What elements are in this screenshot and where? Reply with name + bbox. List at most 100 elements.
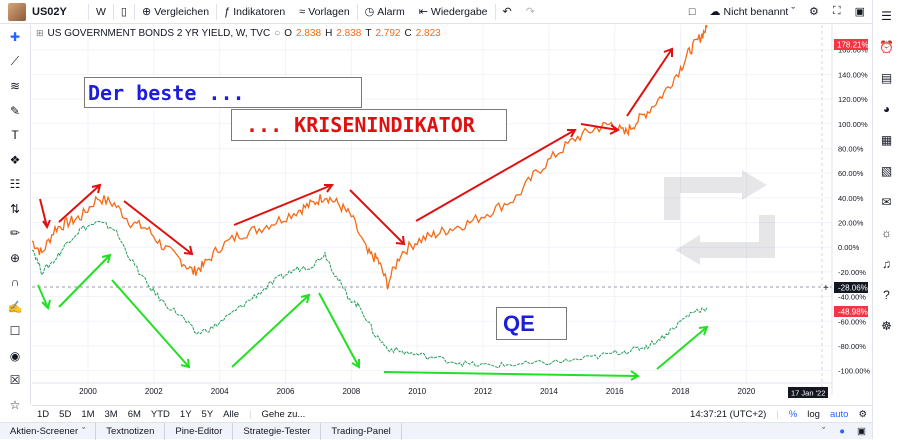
tab-stock-screener[interactable]: Aktien-Screener ˇ: [0, 422, 97, 440]
tab-strategy-tester[interactable]: Strategie-Tester: [233, 422, 322, 440]
red-arrow: [349, 189, 405, 245]
calendar-button[interactable]: ▦: [873, 124, 900, 155]
trendline-tool[interactable]: ⟋: [0, 50, 30, 75]
log-toggle[interactable]: log: [807, 408, 820, 420]
tab-label: Strategie-Tester: [243, 425, 311, 437]
range-3m[interactable]: 3M: [104, 408, 118, 420]
range-ytd[interactable]: YTD: [150, 408, 170, 420]
undo-button[interactable]: ↶: [496, 0, 519, 24]
green-arrow-head: [180, 358, 191, 369]
clock-timezone[interactable]: 14:37:21 (UTC+2): [690, 408, 767, 420]
bug-button[interactable]: ☸: [873, 310, 900, 341]
annotation-krisenindikator[interactable]: ... KRISENINDIKATOR: [231, 109, 507, 141]
range-all[interactable]: Alle: [223, 408, 240, 420]
notifications-button[interactable]: ♫: [873, 248, 900, 279]
hotlist-button[interactable]: ◕: [873, 93, 900, 124]
gear-icon: ⚙: [858, 408, 867, 420]
alerts-panel-button[interactable]: ⏰: [873, 31, 900, 62]
auto-toggle[interactable]: auto: [829, 408, 849, 420]
range-1y[interactable]: 1Y: [179, 408, 192, 420]
ideas-icon: ☼: [881, 225, 892, 240]
y-tick-label: 140.00%: [838, 70, 868, 79]
series-line-secondary[interactable]: [32, 220, 708, 369]
brush-tool[interactable]: ✎: [0, 99, 30, 124]
legend-open-label: O: [284, 28, 293, 39]
fib-tool[interactable]: ≋: [0, 74, 30, 99]
data-window-icon: ▤: [880, 70, 893, 85]
percent-toggle[interactable]: %: [788, 408, 798, 420]
tab-text-notes[interactable]: Textnotizen: [96, 422, 166, 440]
prediction-tool[interactable]: ☷: [0, 172, 30, 197]
range-5y[interactable]: 5Y: [201, 408, 214, 420]
delete-tool[interactable]: ☒: [0, 368, 30, 393]
annotation-qe[interactable]: QE: [496, 307, 567, 340]
range-6m[interactable]: 6M: [127, 408, 141, 420]
cloud-save-button[interactable]: ☁ Nicht benannt ˇ: [703, 0, 802, 24]
favorites-tool[interactable]: ☆: [0, 393, 30, 418]
icon-tool[interactable]: ⇅: [0, 197, 30, 222]
goto-date-button[interactable]: Gehe zu...: [261, 408, 306, 420]
arrows-icon: ⇅: [9, 201, 21, 216]
crosshair-plus-icon[interactable]: +: [823, 283, 829, 294]
series-line-main[interactable]: [32, 25, 708, 290]
magnet-tool[interactable]: ∩: [0, 270, 30, 295]
x-tick-label: 2012: [474, 387, 492, 396]
avatar[interactable]: [8, 2, 26, 21]
symbol-search[interactable]: US02Y: [32, 5, 67, 18]
ruler-tool[interactable]: ✏: [0, 221, 30, 246]
calendar-icon: ▦: [880, 132, 893, 147]
price-chart[interactable]: 160.00% 140.00% 120.00% 100.00% 80.00% 60.00%…: [32, 25, 872, 405]
compare-button[interactable]: ⊕ Vergleichen: [135, 0, 216, 24]
legend-collapse-icon[interactable]: ⊞: [36, 28, 44, 38]
price-tag-crosshair: [834, 282, 868, 293]
plus-circle-icon: ⊕: [141, 6, 152, 18]
maximize-icon[interactable]: ▣: [857, 425, 866, 437]
chart-settings-button[interactable]: ⚙: [853, 409, 872, 420]
chart-style-button[interactable]: ▯: [114, 0, 134, 24]
layout-button[interactable]: □: [682, 0, 703, 24]
settings-button[interactable]: ⚙: [802, 0, 826, 24]
templates-button[interactable]: ≈ Vorlagen: [292, 0, 357, 24]
green-arrow-head: [300, 293, 311, 304]
ideas-button[interactable]: ☼: [873, 217, 900, 248]
snapshot-button[interactable]: ▣: [848, 0, 872, 24]
replay-button[interactable]: ⇤ Wiedergabe: [412, 0, 495, 24]
range-1d[interactable]: 1D: [37, 408, 50, 420]
news-button[interactable]: ▧: [873, 155, 900, 186]
interval-button[interactable]: W: [89, 0, 113, 24]
bottombar-right: 14:37:21 (UTC+2) | % log auto ⚙: [685, 409, 872, 420]
range-1m[interactable]: 1M: [81, 408, 95, 420]
pencil-lock-icon: ✍: [7, 299, 23, 314]
tab-trading-panel[interactable]: Trading-Panel: [321, 422, 402, 440]
time-axis[interactable]: 2000 2002 2004 2006 2008 2010 2012 2014 2016 2018…: [79, 387, 756, 396]
templates-label: Vorlagen: [308, 5, 350, 18]
text-tool[interactable]: T: [0, 123, 30, 148]
price-axis[interactable]: 160.00% 140.00% 120.00% 100.00% 80.00% 60.00%…: [838, 46, 870, 376]
pattern-tool[interactable]: ❖: [0, 148, 30, 173]
alert-button[interactable]: ◷ Alarm: [358, 0, 412, 24]
divider: [494, 3, 496, 20]
red-arrow-head: [395, 235, 406, 246]
help-button[interactable]: ?: [873, 279, 900, 310]
microphone-icon[interactable]: ●: [839, 425, 846, 437]
tab-pine-editor[interactable]: Pine-Editor: [165, 422, 234, 440]
data-window-button[interactable]: ▤: [873, 62, 900, 93]
chat-button[interactable]: ✉: [873, 186, 900, 217]
crosshair-tool[interactable]: ✚: [0, 25, 30, 50]
tab-label: Pine-Editor: [175, 425, 223, 437]
annotation-der-beste[interactable]: Der beste ...: [84, 77, 362, 108]
red-arrow: [39, 198, 48, 228]
legend-title: US GOVERNMENT BONDS 2 YR YIELD, W, TVC: [47, 28, 271, 39]
indicators-button[interactable]: ƒ Indikatoren: [217, 0, 292, 24]
redo-button[interactable]: ↷: [519, 0, 542, 24]
visibility-tool[interactable]: ◉: [0, 344, 30, 369]
range-5d[interactable]: 5D: [59, 408, 72, 420]
layout-icon: □: [688, 5, 696, 18]
collapse-icon[interactable]: ˇ: [822, 425, 826, 437]
lock-tool[interactable]: ☐: [0, 319, 30, 344]
fullscreen-button[interactable]: ⛶: [826, 0, 848, 24]
legend-close: 2.823: [415, 28, 441, 39]
watchlist-button[interactable]: ☰: [873, 0, 900, 31]
zoom-tool[interactable]: ⊕: [0, 246, 30, 271]
stay-drawing-tool[interactable]: ✍: [0, 295, 30, 320]
